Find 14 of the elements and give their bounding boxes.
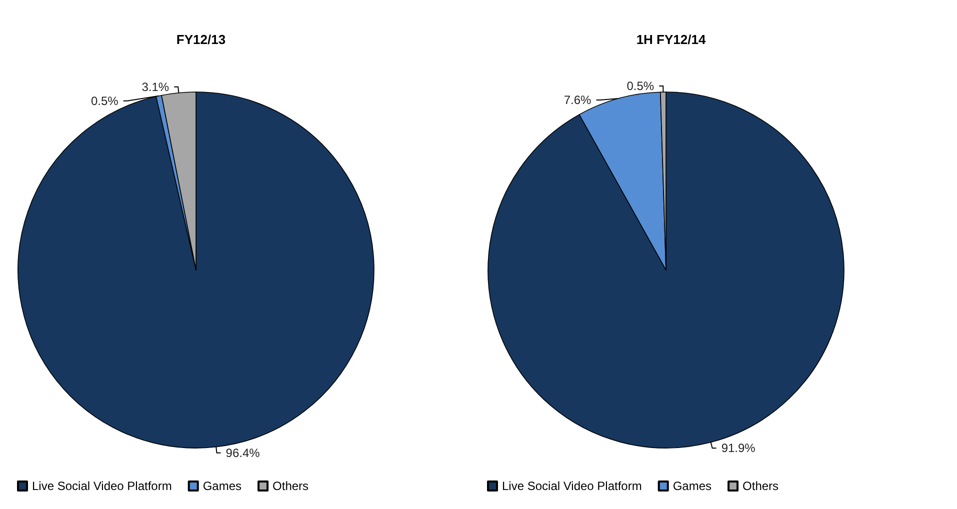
data-label: 3.1% <box>142 80 170 94</box>
legend-label: Others <box>272 479 309 493</box>
legend-label: Others <box>742 479 779 493</box>
data-label: 91.9% <box>721 441 756 456</box>
legend-label: Games <box>672 479 712 493</box>
chart-title: FY12/13 <box>176 32 226 47</box>
data-label: 0.5% <box>90 94 119 108</box>
data-label: 96.4% <box>226 446 260 460</box>
chart-title: 1H FY12/14 <box>636 32 706 47</box>
data-label: 7.6% <box>564 93 592 108</box>
data-label: 0.5% <box>626 79 654 94</box>
legend-label: Games <box>202 479 242 493</box>
legend-label: Live Social Video Platform <box>32 479 172 493</box>
legend-label: Live Social Video Platform <box>502 479 642 493</box>
